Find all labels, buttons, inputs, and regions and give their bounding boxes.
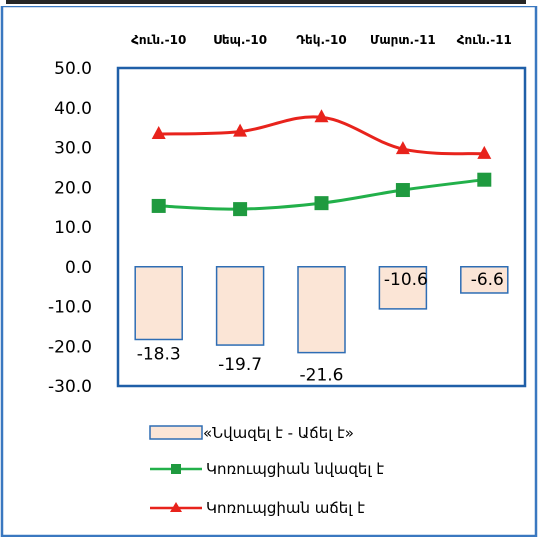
y-tick-label: -20.0 <box>48 337 92 357</box>
top-cutoff-text <box>6 0 526 4</box>
min-marker <box>314 196 329 211</box>
y-tick-label: 10.0 <box>54 218 92 238</box>
bar-data-label: -21.6 <box>300 366 344 386</box>
max-marker <box>477 145 492 159</box>
category-label: Դեկ.-10 <box>296 33 346 47</box>
max-marker <box>314 109 329 123</box>
category-label: Մարտ.-11 <box>370 33 436 47</box>
bar-series <box>134 266 509 354</box>
min-marker <box>233 202 248 217</box>
legend-bars-label: «Նվազել է - Աճել է» <box>203 424 354 442</box>
y-tick-label: -10.0 <box>48 298 92 318</box>
bar <box>215 266 265 346</box>
legend-max-label: Կոռուպցիան աճել է <box>206 499 365 517</box>
bar-data-label: -10.6 <box>384 270 428 290</box>
y-tick-label: 20.0 <box>54 178 92 198</box>
bar-data-label: -19.7 <box>218 355 262 375</box>
y-tick-label: -30.0 <box>48 377 92 397</box>
max-marker <box>395 141 410 155</box>
legend: «Նվազել է - Աճել է» Կոռուպցիան նվազել է … <box>149 424 384 517</box>
legend-item-max: Կոռուպցիան աճել է <box>150 499 365 517</box>
y-tick-label: 40.0 <box>54 99 92 119</box>
line-series <box>151 109 492 217</box>
bar <box>134 266 183 341</box>
bar <box>378 266 428 310</box>
legend-item-bars: «Նվազել է - Աճել է» <box>149 424 354 442</box>
bar-data-label: -18.3 <box>137 344 181 364</box>
y-axis-ticks: 50.0 40.0 30.0 20.0 10.0 0.0 -10.0 -20.0 -30.0 <box>48 59 92 397</box>
max-marker <box>151 125 166 139</box>
legend-min-label: Կոռուպցիան նվազել է <box>206 460 384 478</box>
bar <box>297 266 346 354</box>
legend-item-min: Կոռուպցիան նվազել է <box>150 460 384 478</box>
min-marker <box>151 198 166 213</box>
y-tick-label: 50.0 <box>54 59 92 79</box>
legend-min-marker <box>171 464 181 474</box>
bar <box>460 266 509 294</box>
legend-max-marker <box>170 502 182 512</box>
legend-bar-swatch <box>149 425 203 440</box>
max-marker <box>233 123 248 137</box>
bar-data-labels: -18.3 -19.7 -21.6 -10.6 -6.6 <box>137 270 504 386</box>
plot-area <box>116 66 527 388</box>
category-label: Սեպ.-10 <box>213 33 267 47</box>
min-marker <box>395 183 410 198</box>
y-tick-label: 30.0 <box>54 139 92 159</box>
chart-frame <box>0 4 538 537</box>
category-label: Հուն.-10 <box>131 33 186 47</box>
y-tick-label: 0.0 <box>65 258 92 278</box>
min-marker <box>477 172 492 187</box>
bar-data-label: -6.6 <box>471 270 504 290</box>
category-label: Հուն.-11 <box>457 33 512 47</box>
category-labels: Հուն.-10 Սեպ.-10 Դեկ.-10 Մարտ.-11 Հուն.-11 <box>131 33 512 47</box>
